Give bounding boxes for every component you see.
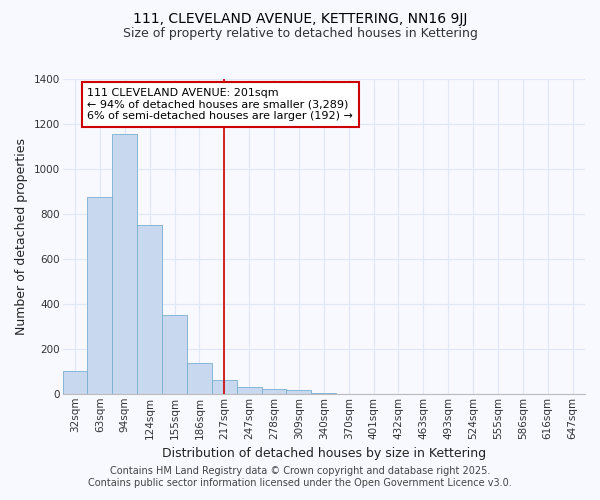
Bar [212, 380, 237, 394]
Bar [137, 225, 162, 394]
Bar [187, 364, 212, 394]
Bar [162, 315, 187, 394]
Y-axis label: Number of detached properties: Number of detached properties [15, 138, 28, 335]
Text: Contains HM Land Registry data © Crown copyright and database right 2025.
Contai: Contains HM Land Registry data © Crown c… [88, 466, 512, 487]
Text: 111 CLEVELAND AVENUE: 201sqm
← 94% of detached houses are smaller (3,289)
6% of : 111 CLEVELAND AVENUE: 201sqm ← 94% of de… [88, 88, 353, 121]
Bar [311, 392, 336, 394]
Bar [237, 387, 262, 394]
Bar [112, 134, 137, 394]
Text: Size of property relative to detached houses in Kettering: Size of property relative to detached ho… [122, 28, 478, 40]
Bar [88, 197, 112, 394]
X-axis label: Distribution of detached houses by size in Kettering: Distribution of detached houses by size … [162, 447, 486, 460]
Bar [286, 390, 311, 394]
Bar [62, 372, 88, 394]
Text: 111, CLEVELAND AVENUE, KETTERING, NN16 9JJ: 111, CLEVELAND AVENUE, KETTERING, NN16 9… [133, 12, 467, 26]
Bar [262, 390, 286, 394]
